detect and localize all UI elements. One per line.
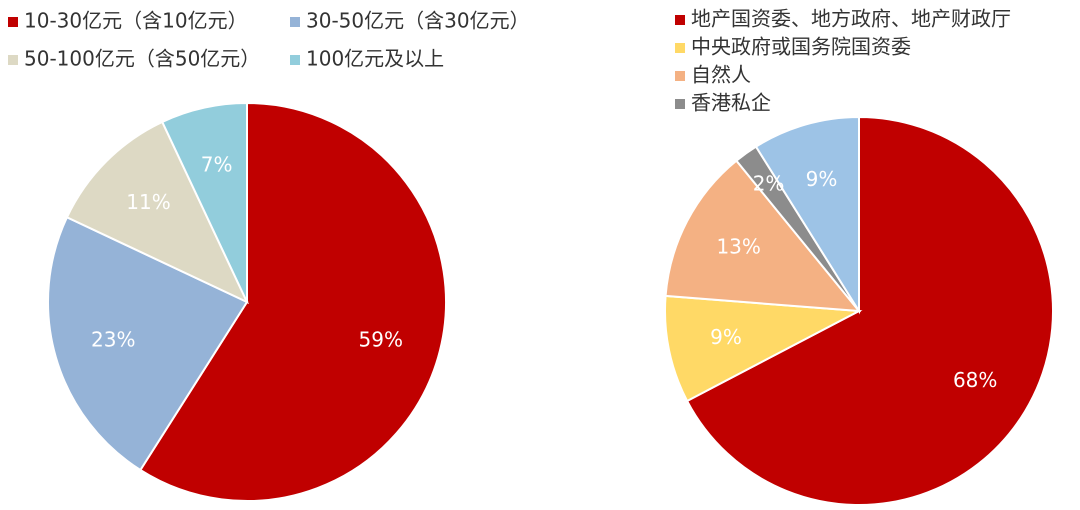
legend-label: 30-50亿元（含30亿元） [306, 9, 530, 33]
pie-slice [664, 294, 863, 403]
pie-slice [754, 115, 860, 315]
data-label: 59% [359, 327, 403, 351]
data-label: 7% [201, 153, 233, 177]
data-label: 9% [806, 167, 838, 191]
legend-label: 地产国资委、地方政府、地产财政厅 [691, 7, 1011, 31]
pie-slice [65, 120, 250, 305]
data-label: 23% [91, 327, 135, 351]
data-label: 2% [753, 171, 785, 195]
legend-label: 100亿元及以上 [306, 47, 444, 71]
legend-label: 10-30亿元（含10亿元） [24, 9, 248, 33]
legend-swatch [675, 43, 685, 53]
legend-label: 50-100亿元（含50亿元） [24, 47, 260, 71]
legend-label: 中央政府或国务院国资委 [691, 35, 911, 59]
legend-swatch [675, 71, 685, 81]
legend-swatch [8, 55, 18, 65]
pie-slice [664, 159, 862, 313]
legend-swatch [290, 55, 300, 65]
legend-swatch [675, 15, 685, 25]
legend-swatch [290, 17, 300, 27]
data-label: 13% [716, 235, 760, 259]
data-label: 11% [126, 190, 170, 214]
data-label: 68% [953, 368, 997, 392]
legend-swatch [675, 99, 685, 109]
pie-slice [685, 115, 1054, 506]
legend-swatch [8, 17, 18, 27]
legend-label: 自然人 [691, 63, 751, 87]
data-label: 9% [710, 325, 742, 349]
pie-slice [160, 101, 248, 303]
pie-slice [47, 215, 249, 472]
legend-label: 香港私企 [691, 91, 771, 115]
pie-slice [138, 101, 447, 502]
